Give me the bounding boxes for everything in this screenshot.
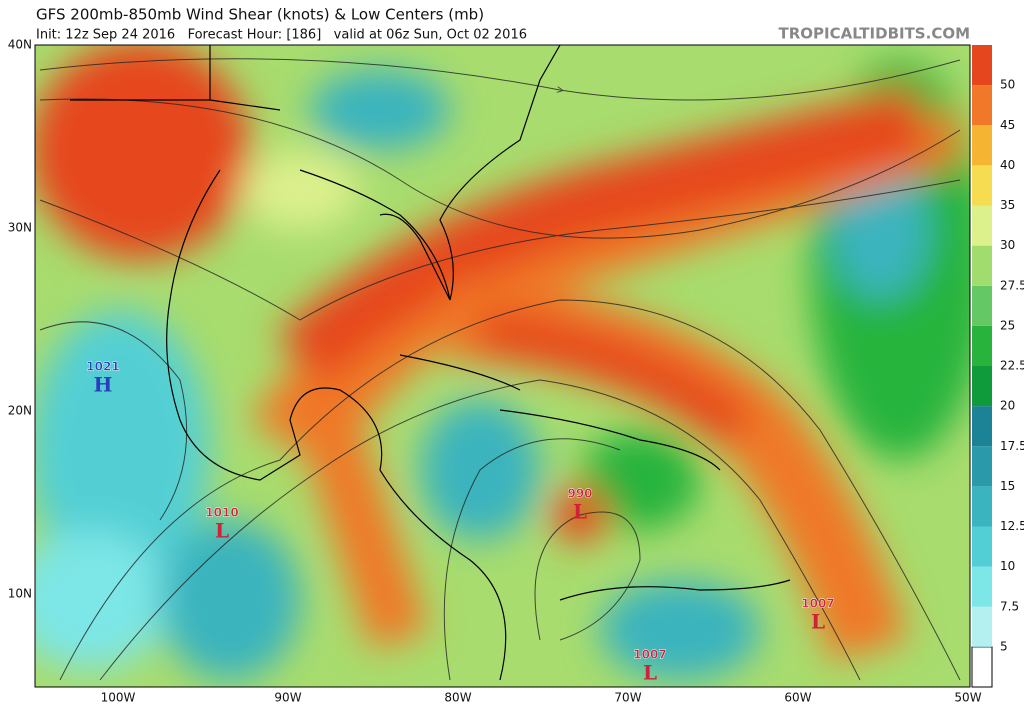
colorbar-label: 15	[1000, 479, 1015, 493]
colorbar-swatch	[972, 566, 992, 607]
colorbar-swatch	[972, 486, 992, 527]
colorbar-label: 35	[1000, 198, 1015, 212]
colorbar-label: 5	[1000, 639, 1008, 653]
colorbar-label: 12.5	[1000, 519, 1024, 533]
pressure-letter: L	[811, 610, 825, 634]
lon-label: 100W	[101, 691, 136, 705]
colorbar-swatch	[972, 526, 992, 567]
pressure-value: 1010	[205, 506, 238, 520]
pressure-letter: L	[215, 519, 229, 543]
pressure-letter: L	[643, 661, 657, 685]
colorbar-swatch	[972, 285, 992, 326]
lon-label: 90W	[274, 691, 301, 705]
lon-label: 80W	[444, 691, 471, 705]
colorbar-label: 45	[1000, 118, 1015, 132]
lat-label: 40N	[8, 38, 32, 52]
lon-label: 70W	[614, 691, 641, 705]
subtitle: Init: 12z Sep 24 2016 Forecast Hour: [18…	[36, 28, 527, 43]
colorbar-label: 27.5	[1000, 278, 1024, 292]
pressure-value: 990	[567, 487, 592, 501]
colorbar-label: 20	[1000, 399, 1015, 413]
colorbar-swatch	[972, 205, 992, 246]
pressure-letter: L	[573, 500, 587, 524]
colorbar-swatch	[972, 245, 992, 286]
title: GFS 200mb-850mb Wind Shear (knots) & Low…	[36, 6, 484, 24]
axes: 40N 30N 20N 10N 100W 90W 80W 70W 60W 50W	[8, 38, 982, 705]
colorbar-label: 10	[1000, 559, 1015, 573]
pressure-letter: H	[94, 373, 113, 397]
pressure-value: 1007	[633, 648, 666, 662]
colorbar-label: 7.5	[1000, 599, 1019, 613]
colorbar-swatch	[971, 646, 993, 688]
colorbar-label: 40	[1000, 158, 1015, 172]
lon-label: 60W	[784, 691, 811, 705]
pressure-value: 1007	[801, 597, 834, 611]
colorbar-swatch	[972, 606, 992, 647]
colorbar-label: 30	[1000, 238, 1015, 252]
colorbar-swatch	[972, 446, 992, 487]
lon-label: 50W	[954, 691, 981, 705]
map-frame	[34, 44, 971, 688]
lat-label: 30N	[8, 221, 32, 235]
colorbar-swatch	[972, 366, 992, 407]
colorbar-swatch	[972, 45, 992, 86]
pressure-value: 1021	[86, 360, 119, 374]
colorbar-label: 22.5	[1000, 359, 1024, 373]
colorbar-swatch	[972, 85, 992, 126]
colorbar-swatch	[972, 165, 992, 206]
lat-label: 20N	[8, 404, 32, 418]
colorbar-swatch	[972, 406, 992, 447]
colorbar-label: 25	[1000, 318, 1015, 332]
colorbar: 5 7.5 10 12.5 15 17.5 20 22.5 25 27.5 30 35 40 45 50	[971, 45, 1024, 688]
colorbar-label: 17.5	[1000, 439, 1024, 453]
colorbar-label: 50	[1000, 78, 1015, 92]
colorbar-swatch	[972, 125, 992, 166]
lat-label: 10N	[8, 587, 32, 601]
shear-field	[35, 45, 970, 687]
colorbar-swatch	[972, 325, 992, 366]
watermark: TROPICALTIDBITS.COM	[779, 25, 971, 43]
